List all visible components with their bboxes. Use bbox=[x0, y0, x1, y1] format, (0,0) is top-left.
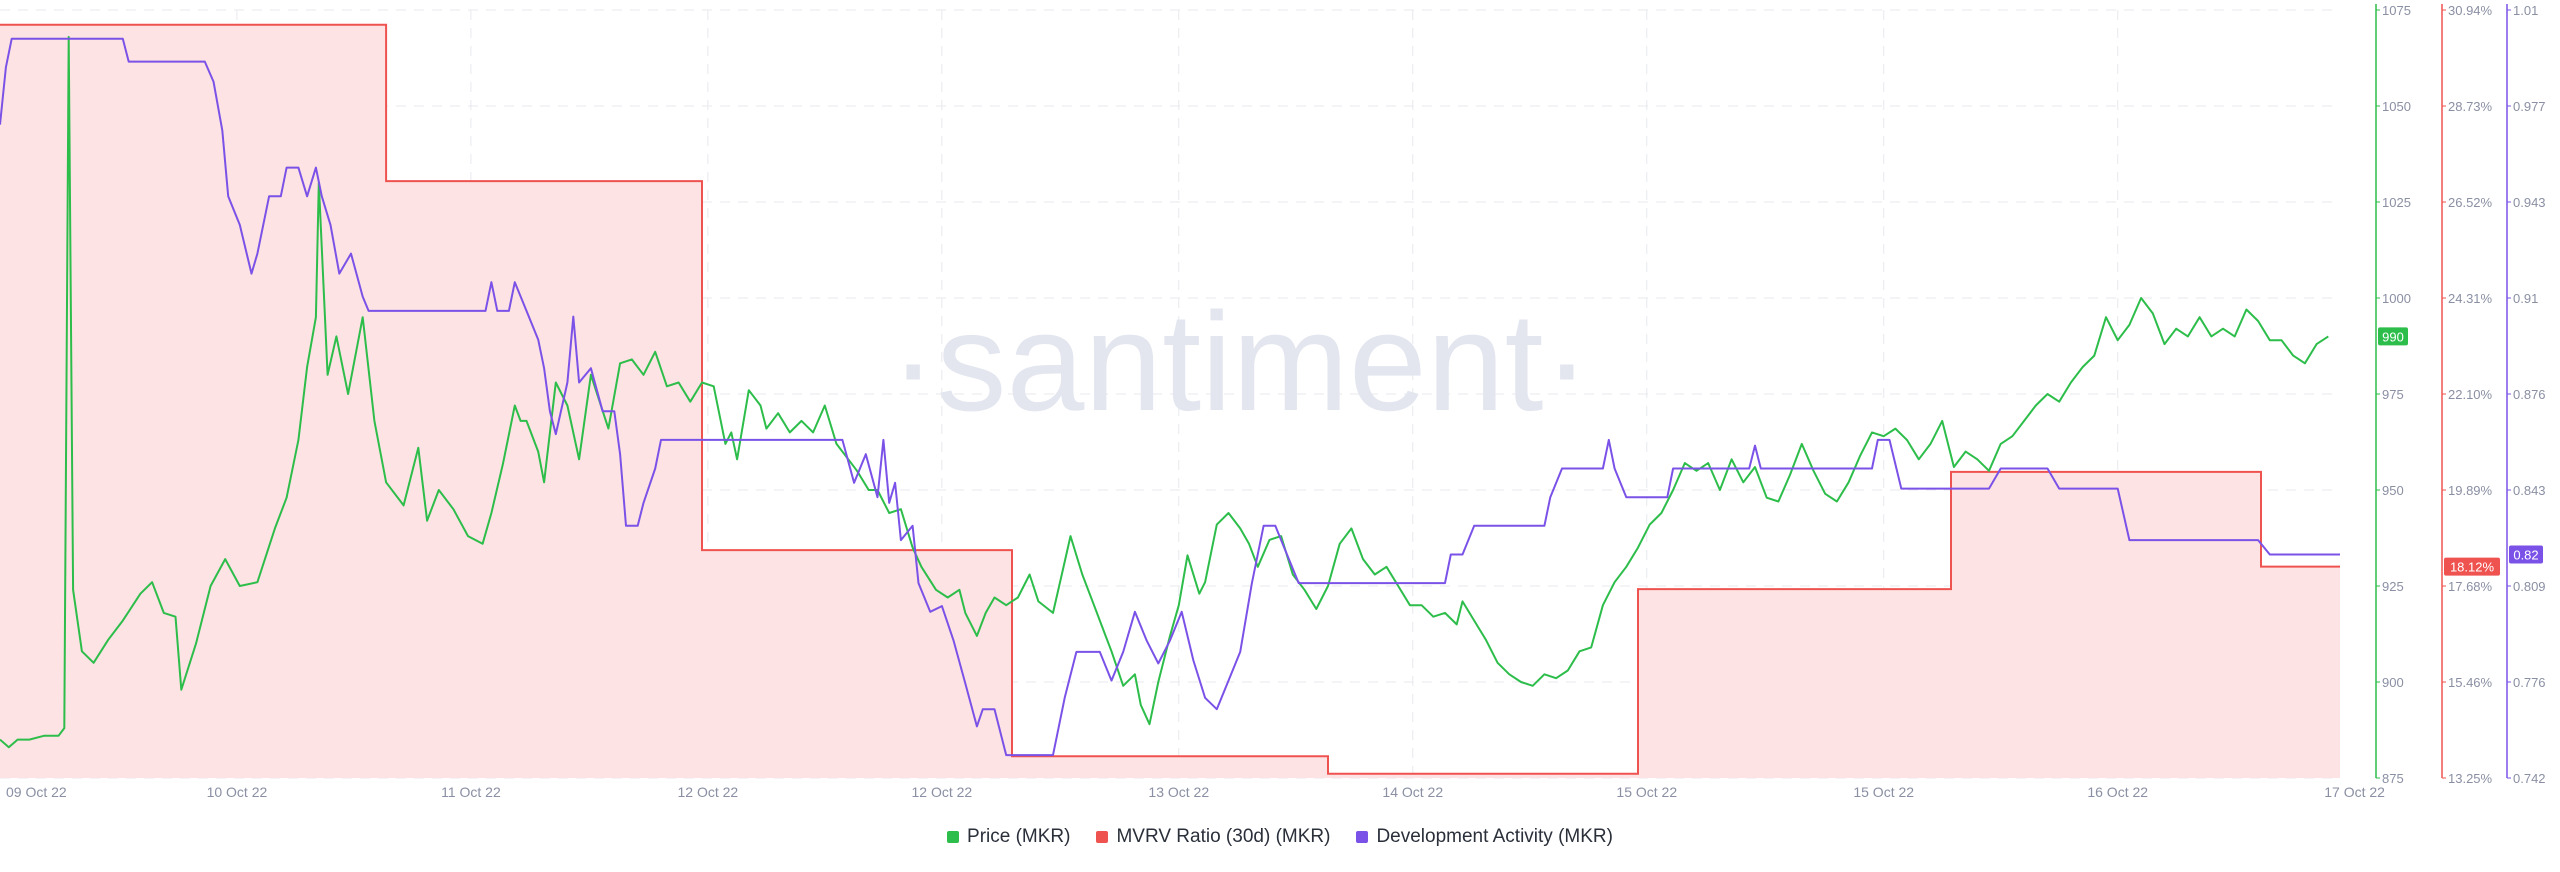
dev-axis-tick-label: 0.977 bbox=[2513, 99, 2546, 114]
x-tick-label: 11 Oct 22 bbox=[441, 784, 501, 800]
price-axis-tick-label: 1025 bbox=[2382, 195, 2411, 210]
mvrv-axis-tick-label: 22.10% bbox=[2448, 387, 2493, 402]
mvrv-axis-tick-label: 26.52% bbox=[2448, 195, 2493, 210]
x-tick-label: 12 Oct 22 bbox=[677, 784, 738, 800]
legend: Price (MKR) MVRV Ratio (30d) (MKR) Develop… bbox=[0, 826, 2560, 848]
dev-axis-tick-label: 0.91 bbox=[2513, 291, 2538, 306]
legend-swatch bbox=[947, 831, 960, 843]
legend-item[interactable]: MVRV Ratio (30d) (MKR) bbox=[1096, 826, 1330, 848]
legend-swatch bbox=[1356, 831, 1369, 843]
dev-axis-tick-label: 0.809 bbox=[2513, 579, 2546, 594]
legend-label: Development Activity (MKR) bbox=[1376, 826, 1613, 847]
x-tick-label: 16 Oct 22 bbox=[2087, 784, 2148, 800]
series-layer bbox=[0, 23, 2340, 779]
mvrv-value-badge-text: 18.12% bbox=[2450, 560, 2495, 575]
price-axis-tick-label: 900 bbox=[2382, 675, 2404, 690]
price-value-badge bbox=[2378, 327, 2408, 346]
mvrv-axis-tick-label: 30.94% bbox=[2448, 3, 2493, 18]
price-value-badge-text: 990 bbox=[2382, 329, 2404, 344]
price-line bbox=[0, 35, 2329, 749]
dev-value-badge bbox=[2509, 545, 2543, 564]
legend-label: MVRV Ratio (30d) (MKR) bbox=[1116, 826, 1331, 847]
legend-label: Price (MKR) bbox=[967, 826, 1071, 847]
mvrv-value-badge bbox=[2444, 557, 2500, 576]
dev-axis-tick-label: 0.742 bbox=[2513, 771, 2546, 786]
dev-axis-tick-label: 0.943 bbox=[2513, 195, 2546, 210]
price-axis-tick-label: 1000 bbox=[2382, 291, 2411, 306]
legend-item[interactable]: Price (MKR) bbox=[947, 826, 1070, 848]
price-axis-tick-label: 975 bbox=[2382, 387, 2404, 402]
dev-value-badge-text: 0.82 bbox=[2513, 547, 2538, 562]
x-tick-label: 12 Oct 22 bbox=[911, 784, 972, 800]
mvrv-axis-tick-label: 15.46% bbox=[2448, 675, 2493, 690]
price-axis-tick-label: 925 bbox=[2382, 579, 2404, 594]
price-axis-tick-label: 1050 bbox=[2382, 99, 2411, 114]
dev-axis-tick-label: 0.843 bbox=[2513, 483, 2546, 498]
mvrv-axis-tick-label: 13.25% bbox=[2448, 771, 2493, 786]
x-tick-label: 09 Oct 22 bbox=[6, 784, 67, 800]
price-axis-tick-label: 950 bbox=[2382, 483, 2404, 498]
price-axis-tick-label: 875 bbox=[2382, 771, 2404, 786]
legend-item[interactable]: Development Activity (MKR) bbox=[1356, 826, 1613, 848]
mvrv-axis-tick-label: 19.89% bbox=[2448, 483, 2493, 498]
x-tick-label: 15 Oct 22 bbox=[1853, 784, 1914, 800]
mvrv-axis-tick-label: 28.73% bbox=[2448, 99, 2493, 114]
axes-layer: 09 Oct 22 10 Oct 22 11 Oct 22 12 Oct 22 12 O… bbox=[6, 3, 2546, 800]
watermark: ·santiment· bbox=[890, 283, 1590, 440]
x-tick-label: 10 Oct 22 bbox=[207, 784, 268, 800]
mvrv-axis-tick-label: 24.31% bbox=[2448, 291, 2493, 306]
dev-activity-line bbox=[0, 37, 2340, 757]
dev-axis-tick-label: 1.01 bbox=[2513, 3, 2538, 18]
dev-axis-tick-label: 0.776 bbox=[2513, 675, 2546, 690]
price-axis-tick-label: 1075 bbox=[2382, 3, 2411, 18]
x-tick-label: 13 Oct 22 bbox=[1148, 784, 1209, 800]
x-tick-label: 15 Oct 22 bbox=[1616, 784, 1677, 800]
x-tick-label: 17 Oct 22 bbox=[2324, 784, 2385, 800]
mvrv-axis-tick-label: 17.68% bbox=[2448, 579, 2493, 594]
mvrv-line bbox=[0, 23, 2340, 775]
dev-axis-tick-label: 0.876 bbox=[2513, 387, 2546, 402]
x-tick-label: 14 Oct 22 bbox=[1382, 784, 1443, 800]
legend-swatch bbox=[1096, 831, 1109, 843]
